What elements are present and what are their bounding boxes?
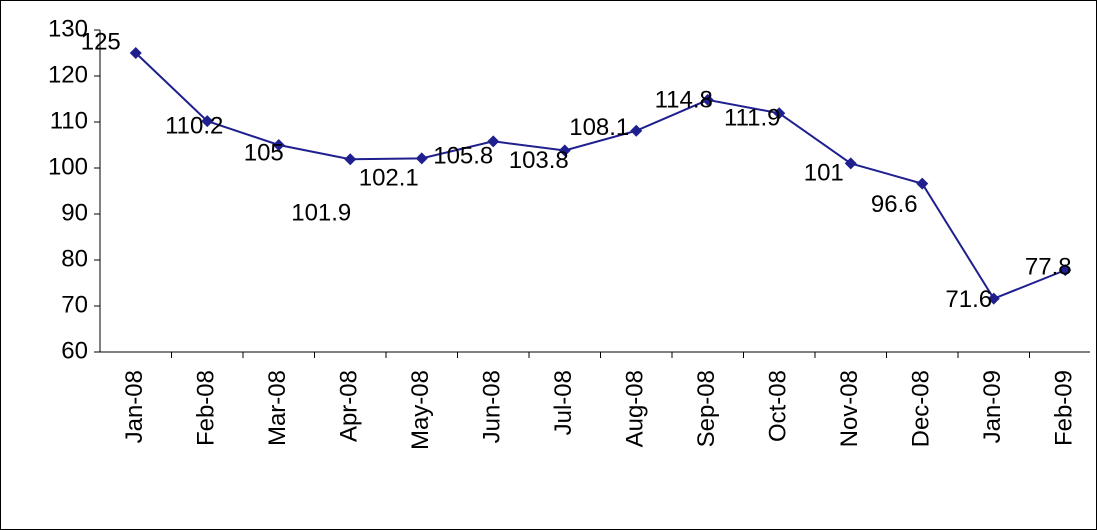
x-tick-label: Jun-08 [479,370,506,443]
x-tick-label: Sep-08 [693,370,720,447]
data-label: 102.1 [359,165,419,192]
data-label: 101 [804,160,844,187]
data-label: 110.2 [165,112,223,139]
x-tick-label: Oct-08 [765,370,792,442]
marker [201,115,214,128]
data-label: 101.9 [291,200,351,227]
data-label: 103.8 [509,147,569,174]
y-tick-label: 100 [48,153,88,180]
data-label: 105.8 [433,143,493,170]
x-tick-label: Nov-08 [836,370,863,447]
x-tick-label: Jan-09 [979,370,1006,443]
x-tick-label: Jul-08 [550,370,577,435]
x-tick-label: May-08 [407,370,434,450]
data-label: 114.8 [655,86,713,113]
x-tick-label: Jan-08 [121,370,148,443]
y-tick-label: 70 [61,291,88,318]
data-label: 125 [81,28,121,55]
marker [916,177,929,190]
y-tick-label: 120 [48,61,88,88]
marker [487,135,500,148]
marker [773,107,786,120]
data-label: 111.9 [724,105,781,132]
x-tick-label: Feb-08 [193,370,220,446]
data-line [135,52,1066,300]
marker [844,157,857,170]
marker [272,139,285,151]
data-label: 96.6 [871,191,918,218]
y-tick-label: 130 [48,15,88,42]
y-tick-label: 80 [61,245,88,272]
data-label: 77.8 [1025,253,1072,280]
data-label: 105 [244,139,284,166]
data-label: 108.1 [569,114,629,141]
x-tick-label: Apr-08 [336,370,363,442]
y-tick-label: 110 [50,107,88,134]
x-tick-label: Mar-08 [264,370,291,446]
marker [415,152,428,165]
marker [558,144,571,157]
marker [701,93,714,106]
x-tick-label: Feb-09 [1051,370,1078,446]
marker [129,47,142,59]
x-tick-label: Dec-08 [908,370,935,447]
marker [344,153,357,166]
marker [630,124,643,137]
x-tick-label: Aug-08 [622,370,649,447]
marker [1059,264,1072,277]
marker [987,292,1000,305]
data-label: 71.6 [945,286,992,313]
y-tick-label: 60 [61,337,88,364]
y-tick-label: 90 [61,199,88,226]
